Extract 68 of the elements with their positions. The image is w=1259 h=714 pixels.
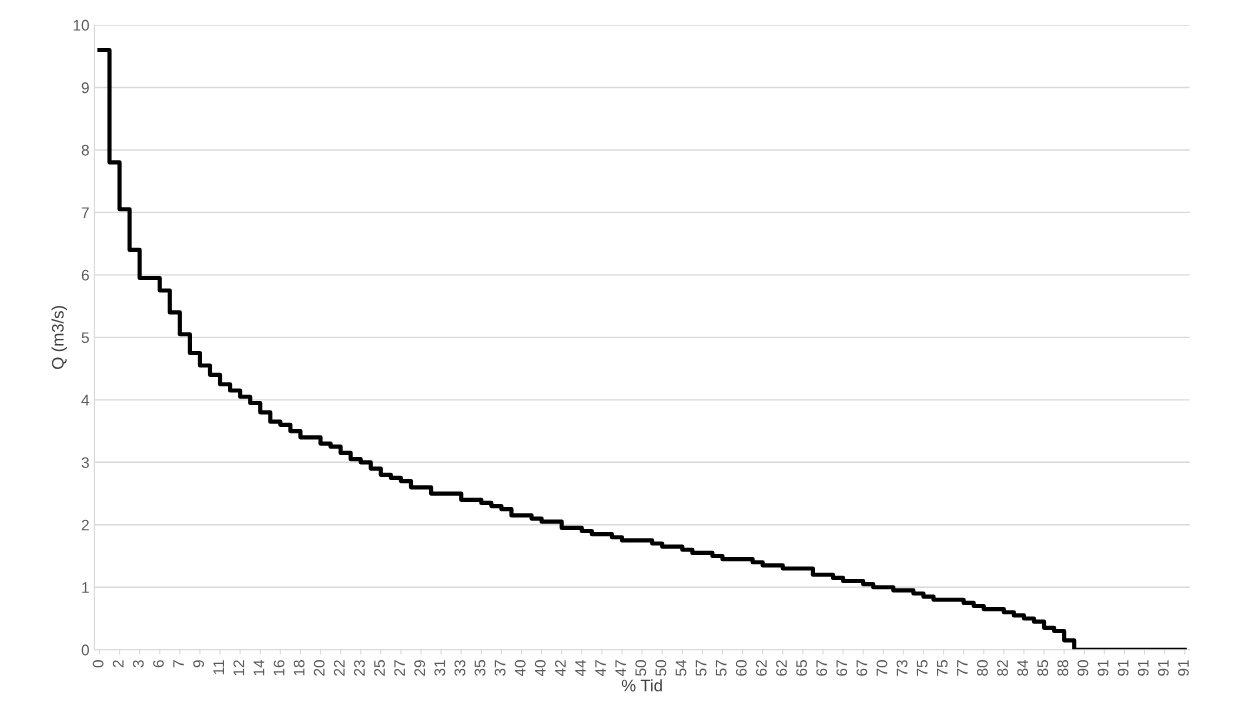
y-tick-label: 3 bbox=[81, 457, 89, 468]
x-tick-label: 67 bbox=[816, 660, 828, 676]
y-tick-label: 6 bbox=[81, 269, 89, 281]
x-tick-label: 82 bbox=[997, 660, 1008, 676]
x-tick-label: 12 bbox=[233, 660, 245, 676]
x-tick-label: 67 bbox=[836, 660, 848, 676]
x-tick-label: 70 bbox=[876, 660, 888, 676]
y-tick-label: 7 bbox=[81, 207, 89, 218]
y-tick-label: 4 bbox=[81, 394, 90, 406]
x-tick-label: 35 bbox=[474, 660, 486, 676]
x-tick-label: 14 bbox=[253, 659, 265, 676]
y-tick-label: 0 bbox=[81, 644, 89, 656]
y-tick-label: 5 bbox=[81, 332, 89, 344]
x-tick-label: 31 bbox=[434, 660, 446, 676]
x-tick-label: 65 bbox=[796, 660, 807, 676]
x-tick-label: 73 bbox=[896, 660, 908, 676]
x-tick-label: 42 bbox=[554, 660, 566, 677]
x-tick-label: 27 bbox=[394, 660, 405, 676]
x-tick-label: 29 bbox=[414, 660, 426, 676]
x-tick-label: 90 bbox=[1077, 660, 1089, 676]
x-tick-label: 80 bbox=[977, 660, 988, 676]
x-tick-label: 47 bbox=[615, 660, 626, 677]
x-tick-label: 0 bbox=[92, 660, 104, 668]
x-tick-label: 67 bbox=[856, 660, 868, 676]
x-tick-label: 91 bbox=[1137, 660, 1149, 676]
x-tick-label: 20 bbox=[313, 660, 325, 676]
y-tick-label: 9 bbox=[81, 82, 89, 94]
x-tick-label: 22 bbox=[333, 660, 345, 676]
y-tick-label: 8 bbox=[81, 144, 89, 156]
x-tick-label: 7 bbox=[173, 660, 184, 668]
x-tick-label: 77 bbox=[957, 660, 968, 676]
y-tick-label: 1 bbox=[82, 582, 89, 593]
x-tick-label: 2 bbox=[112, 660, 124, 668]
x-axis-title: % Tid bbox=[621, 679, 662, 692]
x-tick-label: 40 bbox=[534, 660, 546, 677]
x-tick-label: 88 bbox=[1057, 660, 1069, 676]
x-tick-label: 40 bbox=[514, 660, 526, 677]
x-tick-label: 25 bbox=[374, 660, 385, 676]
x-tick-label: 50 bbox=[655, 660, 667, 676]
x-tick-label: 23 bbox=[354, 660, 365, 676]
x-tick-label: 33 bbox=[454, 660, 466, 676]
x-tick-label: 50 bbox=[635, 660, 647, 676]
x-tick-label: 16 bbox=[273, 660, 285, 676]
x-tick-label: 62 bbox=[776, 660, 787, 676]
y-tick-label: 2 bbox=[81, 519, 89, 531]
x-tick-label: 62 bbox=[755, 660, 767, 676]
x-tick-label: 6 bbox=[153, 660, 164, 668]
x-tick-label: 9 bbox=[193, 660, 205, 668]
x-tick-label: 54 bbox=[675, 659, 687, 676]
x-tick-label: 47 bbox=[595, 660, 606, 677]
x-tick-label: 60 bbox=[735, 660, 747, 676]
x-tick-label: 91 bbox=[1117, 660, 1129, 676]
y-tick-label: 10 bbox=[73, 19, 89, 31]
x-tick-label: 84 bbox=[1017, 659, 1029, 676]
x-tick-label: 85 bbox=[1037, 660, 1049, 676]
x-tick-label: 75 bbox=[937, 660, 948, 676]
x-tick-label: 91 bbox=[1178, 660, 1189, 676]
y-axis-title: Q (m3/s) bbox=[51, 305, 68, 369]
x-tick-label: 75 bbox=[916, 660, 928, 676]
x-tick-label: 11 bbox=[213, 660, 224, 675]
x-tick-label: 57 bbox=[695, 660, 707, 676]
x-tick-label: 91 bbox=[1157, 660, 1169, 676]
x-tick-label: 44 bbox=[575, 659, 586, 677]
x-tick-label: 91 bbox=[1097, 660, 1109, 676]
x-tick-label: 18 bbox=[293, 660, 305, 676]
x-tick-label: 37 bbox=[494, 660, 506, 676]
x-tick-label: 57 bbox=[715, 660, 727, 676]
x-tick-label: 3 bbox=[132, 660, 144, 668]
